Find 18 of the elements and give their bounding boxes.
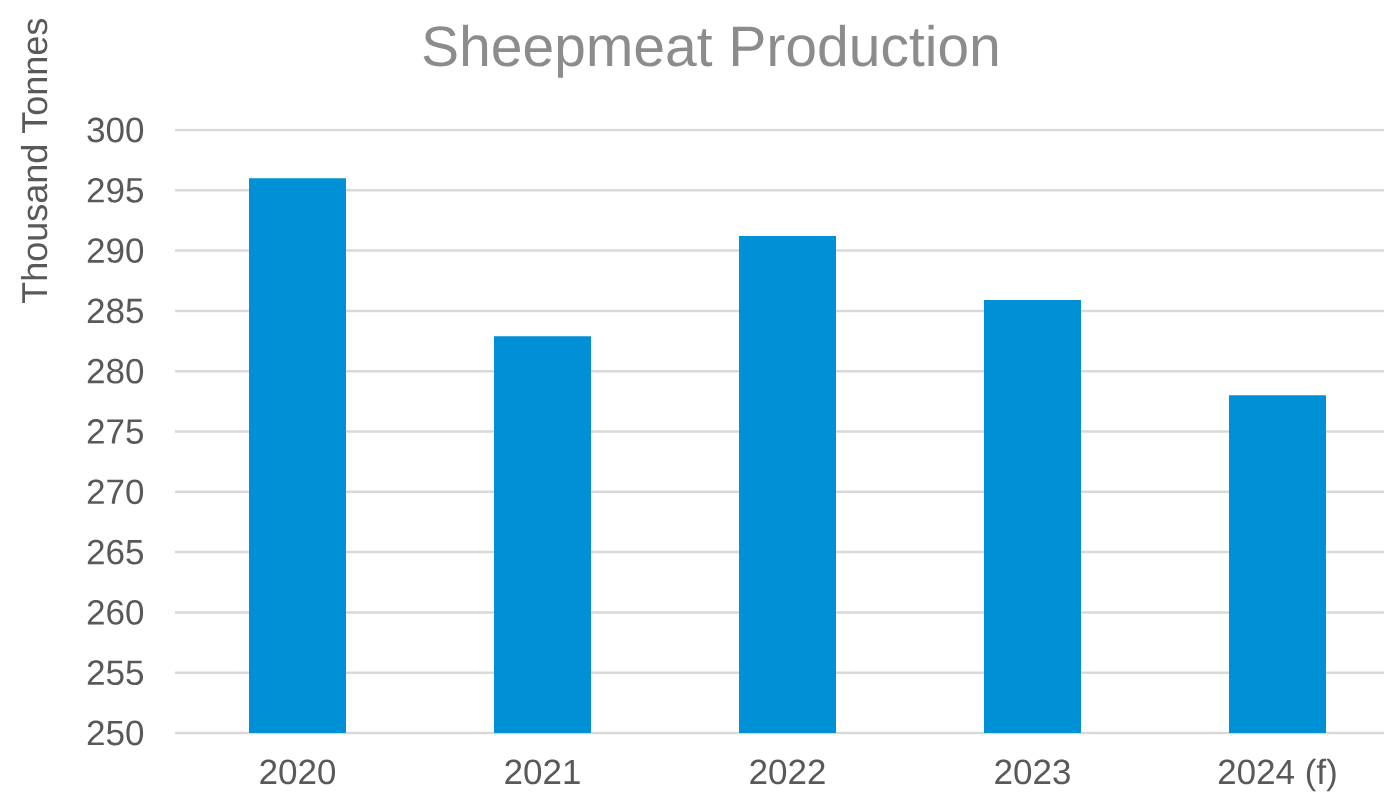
- y-tick-label: 275: [87, 419, 143, 444]
- y-tick-label: 270: [87, 479, 144, 505]
- chart-title: Sheepmeat Production: [423, 24, 998, 78]
- y-tick-label: 250: [87, 720, 144, 746]
- y-tick-label: 295: [87, 177, 143, 203]
- x-tick-label: 2021: [505, 759, 580, 785]
- y-tick-label: 260: [87, 600, 144, 625]
- x-tick-label: 2020: [260, 759, 336, 785]
- y-tick-label: 265: [87, 539, 143, 565]
- y-tick-label: 300: [87, 117, 144, 143]
- y-tick-label: 285: [87, 298, 143, 324]
- y-tick-label: 280: [87, 358, 144, 384]
- x-tick-label: 2023: [995, 759, 1070, 785]
- x-tick-label: 2024 (f): [1218, 758, 1336, 792]
- y-axis-title: Thousand Tonnes: [20, 18, 48, 303]
- y-tick-label: 255: [87, 660, 143, 686]
- x-tick-label: 2022: [750, 759, 825, 785]
- y-tick-label: 290: [87, 238, 144, 263]
